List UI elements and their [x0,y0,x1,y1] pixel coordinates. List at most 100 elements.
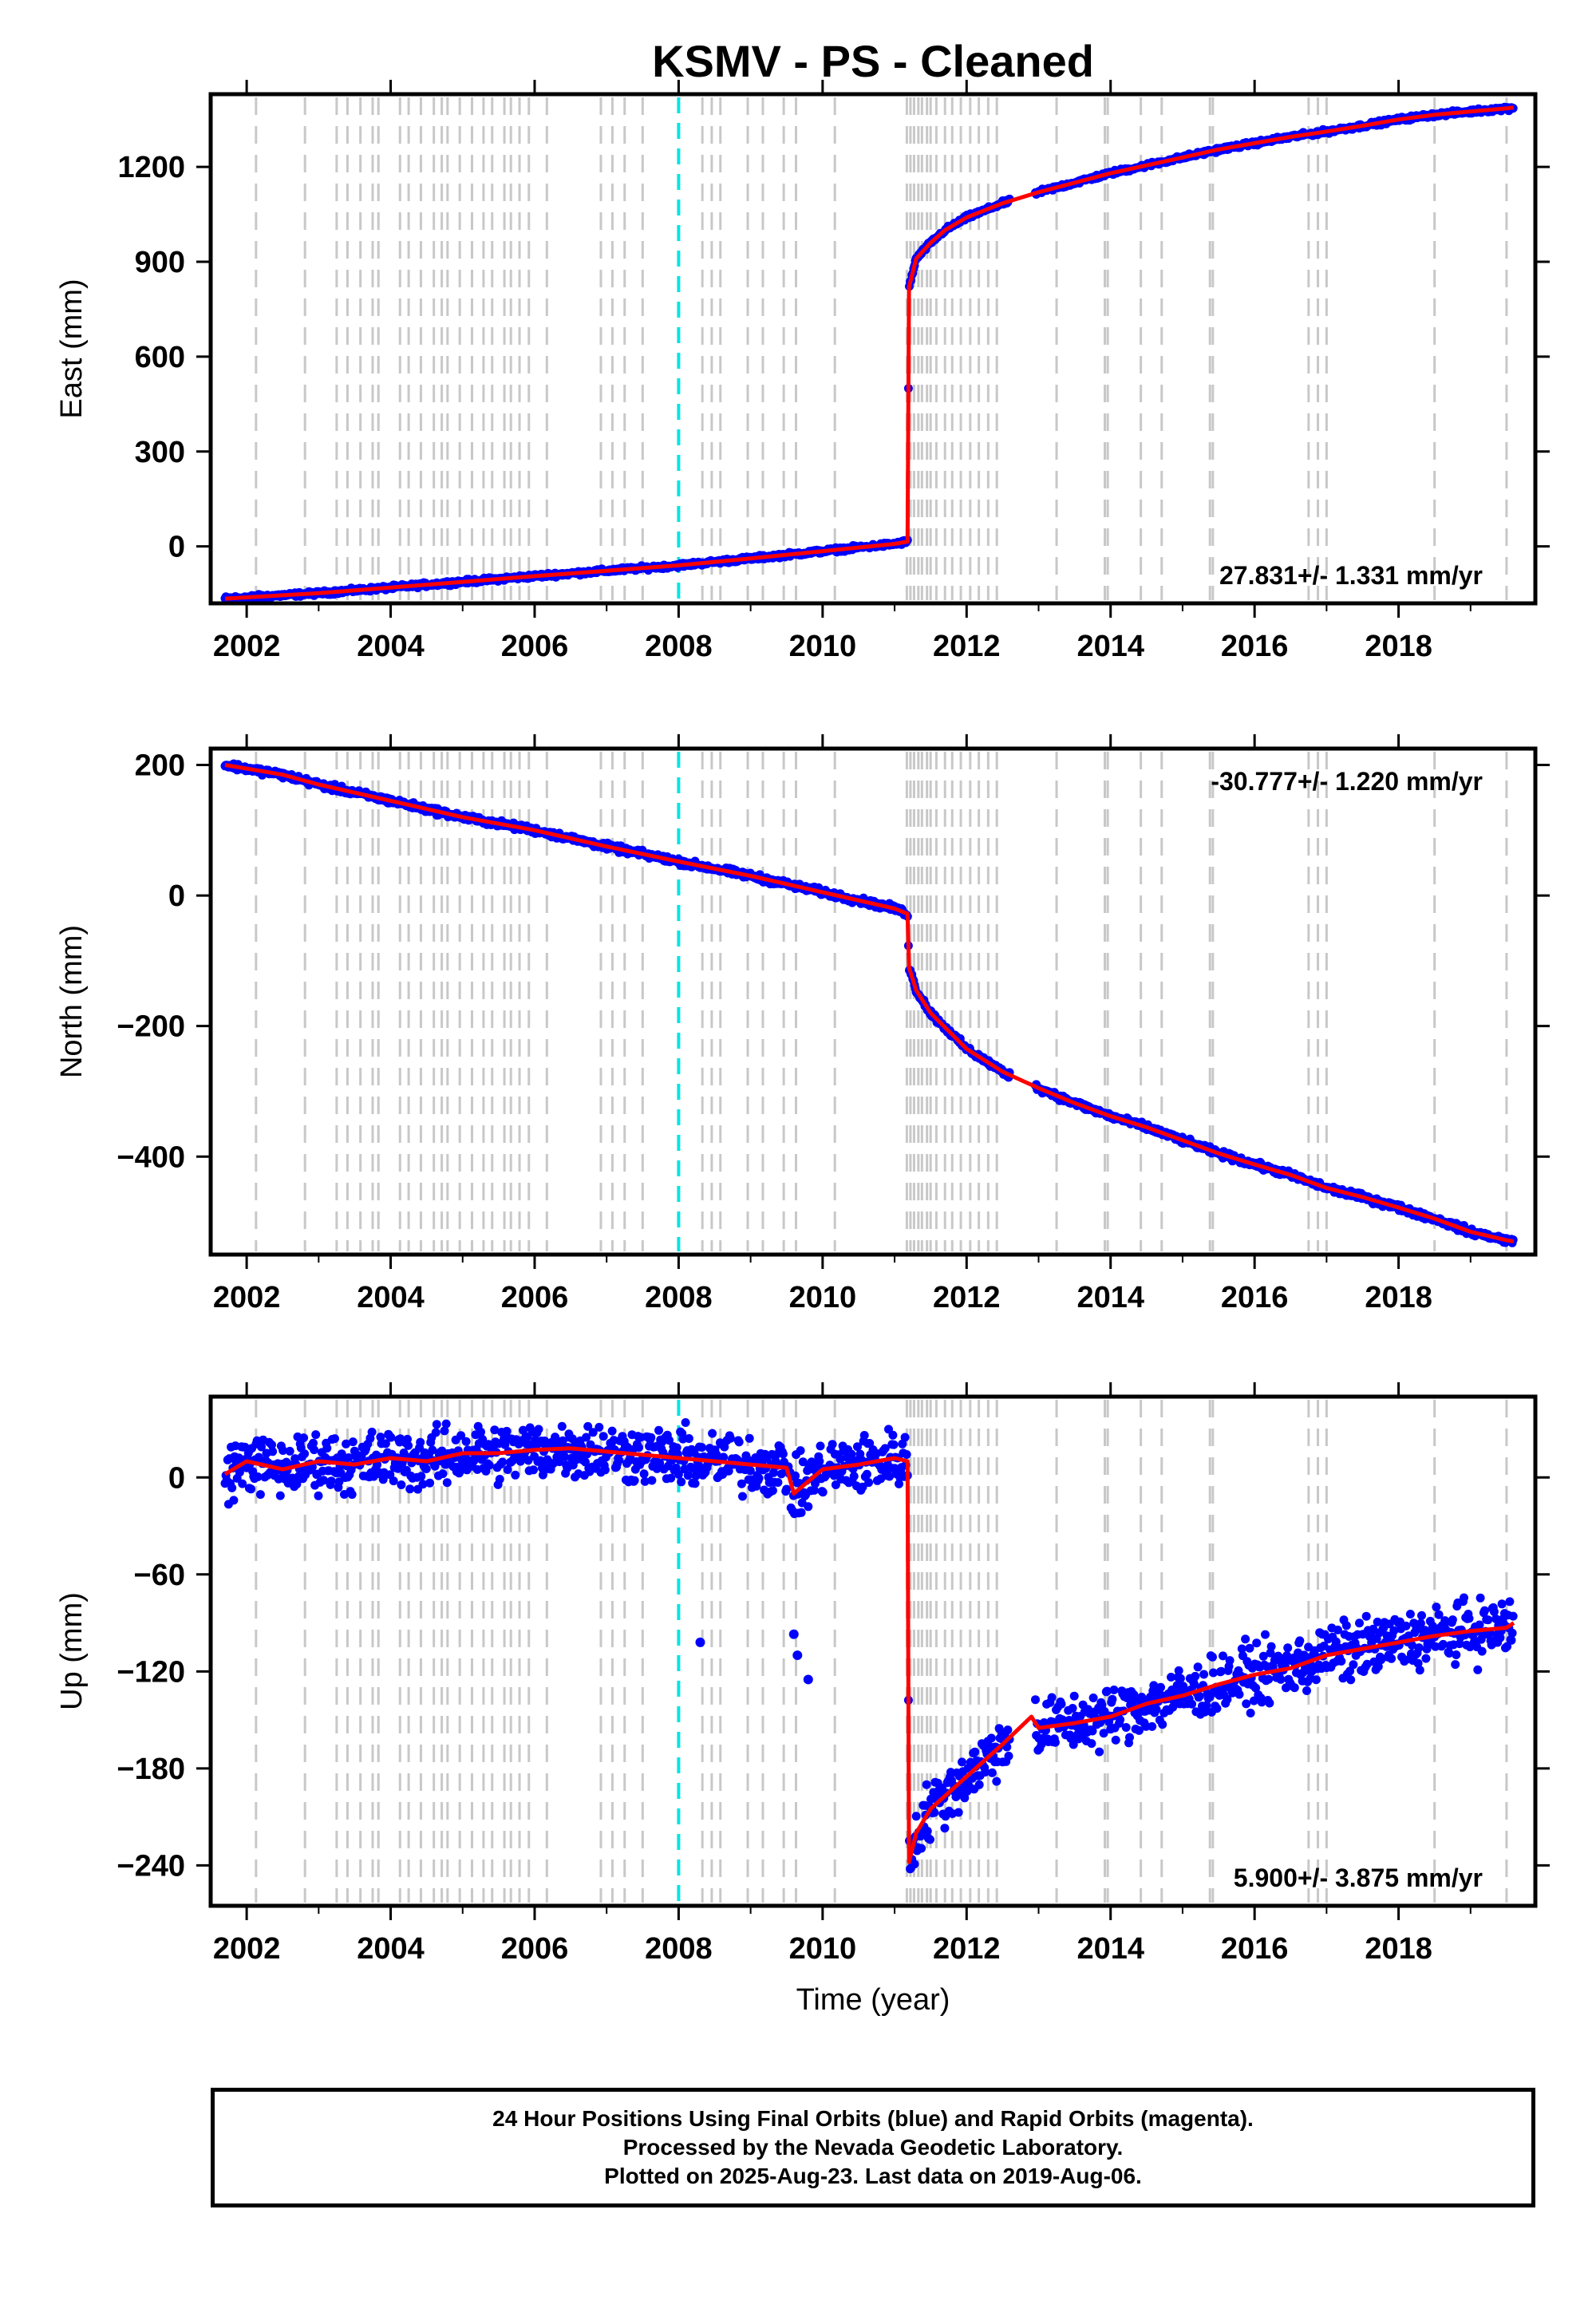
x-tick-label: 2002 [213,630,281,663]
data-point [538,1470,547,1480]
data-point [639,1469,649,1479]
data-point [1242,1699,1251,1709]
data-point [690,1479,700,1488]
data-point [902,1450,911,1459]
data-point [330,1434,339,1444]
y-tick-label: 1200 [117,151,185,184]
data-point [1311,1675,1321,1685]
data-point [634,1443,644,1452]
data-point [1223,1694,1232,1704]
x-tick-label: 2014 [1077,1281,1144,1314]
data-point [614,1456,624,1465]
model-line [224,105,1515,601]
data-point [476,1427,485,1437]
data-point [1212,1704,1222,1713]
data-point [588,1428,598,1437]
data-point [1225,1656,1235,1666]
x-tick-label: 2008 [645,1281,713,1314]
data-point [1290,1683,1299,1693]
data-point [1258,1651,1268,1661]
x-tick-label: 2016 [1221,1281,1289,1314]
data-point [811,1479,820,1488]
data-point [768,1486,777,1496]
data-point [889,1440,899,1449]
data-point [247,1484,255,1494]
data-point [677,1477,686,1487]
data-point [229,1496,239,1505]
outlier-point [788,1629,799,1639]
data-point [326,1476,336,1486]
data-point [862,1469,871,1479]
x-tick-label: 2016 [1221,1932,1289,1966]
data-point [981,1768,990,1777]
x-tick-label: 2018 [1365,1932,1432,1966]
data-point [719,1452,729,1462]
data-point [1401,1621,1411,1630]
y-tick-label: 300 [135,436,185,469]
data-point [940,1824,950,1833]
data-point [1167,1673,1175,1682]
data-point [910,1860,919,1869]
data-point [268,1447,278,1456]
data-point [853,1442,862,1452]
data-point [292,1480,302,1489]
x-tick-label: 2010 [789,1281,857,1314]
data-point [970,1747,980,1757]
data-point [1377,1655,1386,1665]
data-point [557,1421,567,1431]
data-point [1208,1652,1217,1662]
data-point [1448,1615,1457,1625]
data-point [738,1492,747,1501]
panel-east: 0 300 600 900 1200 2002 2004 2006 2008 2010 2012 20… [55,80,1550,663]
data-point [745,1466,755,1476]
y-tick-label: 0 [168,531,185,564]
x-tick-label: 2012 [933,630,1001,663]
data-point [1414,1643,1424,1653]
x-tick-label: 2016 [1221,630,1289,663]
y-tick-label: 200 [135,749,185,782]
data-point [1434,1610,1444,1619]
data-point [958,1757,966,1767]
outlier-point [803,1674,813,1685]
data-point [1507,1635,1516,1645]
data-point [235,1468,244,1477]
x-tick-label: 2012 [933,1281,1001,1314]
data-point [1417,1611,1426,1620]
data-point [1246,1709,1255,1717]
data-point [1483,1615,1493,1625]
data-point [1416,1618,1425,1628]
data-point [1111,1735,1120,1745]
final-orbit-points [220,759,1518,1247]
data-point [319,1476,328,1485]
data-point [674,1469,683,1479]
data-point [428,1445,437,1455]
data-point [1174,1666,1183,1675]
x-tick-label: 2014 [1077,630,1144,663]
data-point [974,1780,984,1789]
data-point [828,1440,837,1449]
data-point [1125,1733,1134,1742]
data-point [683,1471,693,1480]
data-point [425,1478,435,1488]
data-point [600,1465,610,1475]
data-point [534,1425,543,1434]
x-axis-label: Time (year) [796,1983,950,2017]
data-point [438,1469,448,1479]
data-point [484,1460,494,1470]
data-point [1261,1630,1270,1639]
x-tick-label: 2018 [1365,630,1432,663]
data-point [389,1476,398,1486]
data-point [1489,1607,1499,1616]
footer-line-3: Plotted on 2025-Aug-23. Last data on 201… [604,2164,1142,2188]
data-point [1102,1686,1112,1696]
data-point [1460,1593,1468,1603]
data-point [1349,1660,1358,1670]
data-point [322,1444,332,1453]
outlier-point [695,1637,705,1647]
data-point [300,1449,310,1459]
data-point [880,1444,890,1453]
y-tick-label: 0 [168,1461,185,1495]
data-point [348,1437,358,1447]
final-orbit-points [220,1418,1518,1874]
x-tick-label: 2010 [789,1932,857,1966]
